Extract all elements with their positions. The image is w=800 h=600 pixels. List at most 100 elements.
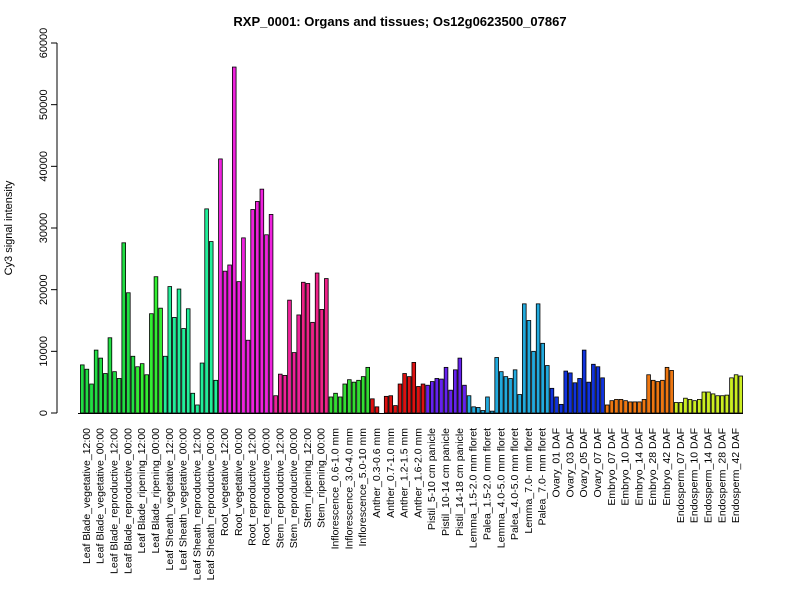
bar [632, 401, 638, 414]
x-tick-label: Leaf Sheath_reproductive_12:00 [191, 428, 203, 581]
x-tick-label: Leaf Blade_ripening_12:00 [136, 428, 148, 554]
y-tick-label: 50000 [38, 89, 50, 120]
bar [434, 378, 440, 414]
x-tick-label: Palea_7.0- mm floret [537, 428, 549, 526]
x-tick-label: Leaf Blade_reproductive_12:00 [109, 428, 121, 574]
x-tick-label: Endosperm_28 DAF [716, 428, 728, 523]
bar [324, 278, 329, 414]
bar [135, 366, 140, 414]
bar [522, 303, 527, 414]
y-tick-label: 20000 [38, 274, 50, 305]
x-tick-label: Inflorescence_0.6-1.0 mm [330, 428, 342, 550]
x-tick-label: Root_reproductive_00:00 [260, 428, 272, 546]
bar [489, 410, 495, 414]
bar [162, 355, 168, 414]
x-tick-label: Leaf Blade_vegetative_12:00 [81, 428, 93, 564]
bar [503, 376, 509, 414]
bar [278, 373, 283, 414]
x-tick-label: Leaf Sheath_vegetative_00:00 [178, 428, 190, 571]
bar [227, 264, 232, 414]
bar [181, 328, 186, 414]
bar [664, 366, 670, 414]
x-tick-label: Endosperm_07 DAF [675, 428, 687, 523]
bar [158, 307, 163, 414]
bar [411, 362, 417, 414]
bar [706, 391, 711, 414]
x-tick-label: Ovary_05 DAF [578, 428, 590, 497]
bar [374, 406, 380, 414]
bar [545, 365, 550, 414]
x-tick-label: Ovary_03 DAF [564, 428, 576, 497]
bar [452, 369, 458, 414]
bar [604, 404, 610, 414]
bar [250, 209, 255, 414]
bar [172, 317, 177, 414]
x-tick-label: Embryo_28 DAF [647, 428, 659, 506]
bar [480, 410, 486, 414]
bar [535, 303, 541, 414]
bar [342, 383, 347, 414]
bar [512, 369, 518, 414]
bar [678, 402, 684, 414]
x-tick-label: Lemma_1.5-2.0 mm floret [468, 428, 480, 548]
y-axis: 0 10000 20000 30000 40000 50000 60000 [38, 28, 58, 416]
bar [208, 241, 214, 414]
bar [443, 366, 449, 414]
x-tick-label: Stem_ripening_00:00 [316, 428, 328, 528]
x-tick-label: Pistil_10-14 cm panicle [440, 428, 452, 536]
bar [204, 208, 209, 414]
bar [674, 402, 679, 414]
bar [121, 242, 126, 414]
chart-title: RXP_0001: Organs and tissues; Os12g06235… [233, 14, 566, 29]
bar [370, 398, 375, 414]
bar [448, 389, 453, 414]
bar [199, 362, 205, 414]
y-tick-label: 10000 [38, 336, 50, 367]
bar [618, 399, 624, 414]
bar [273, 395, 278, 414]
bar [149, 313, 154, 414]
bar [733, 374, 739, 414]
bar [600, 377, 605, 414]
x-tick-label: Anther_0.7-1.0 mm [385, 428, 397, 518]
bar [650, 379, 656, 414]
bar [190, 392, 196, 414]
y-tick-label: 60000 [38, 28, 50, 59]
bar [655, 381, 661, 414]
x-tick-label: Embryo_10 DAF [620, 428, 632, 506]
bar [581, 349, 587, 414]
bar [296, 314, 301, 414]
bar [351, 381, 357, 414]
bar [595, 366, 601, 414]
bar [328, 396, 334, 414]
x-tick-label: Pistil_5-10 cm panicle [426, 428, 438, 530]
bar [213, 379, 219, 414]
y-tick-label: 0 [38, 410, 50, 416]
x-tick-label: Palea_4.0-5.0 mm floret [509, 428, 521, 540]
bar [314, 272, 320, 414]
bar [116, 378, 122, 414]
bar [420, 383, 426, 414]
bar [425, 384, 430, 414]
bar [291, 352, 297, 414]
x-tick-label: Stem_reproductive_12:00 [274, 428, 286, 548]
bar [176, 288, 182, 414]
x-tick-label: Leaf Sheath_reproductive_00:00 [205, 428, 217, 581]
bar [637, 401, 642, 414]
x-tick-label: Lemma_4.0-5.0 mm floret [495, 428, 507, 548]
bar [103, 373, 108, 414]
bar [98, 357, 103, 414]
x-tick-label: Anther_0.3-0.6 mm [371, 428, 383, 518]
bars [80, 66, 743, 414]
bar [697, 399, 702, 414]
bar [245, 339, 251, 414]
bar [144, 374, 149, 414]
bar [402, 373, 407, 414]
x-tick-label: Pistil_14-18 cm panicle [454, 428, 466, 536]
x-tick-label: Endosperm_10 DAF [689, 428, 701, 523]
bar [701, 391, 707, 414]
x-tick-label: Leaf Blade_reproductive_00:00 [122, 428, 134, 574]
bar [356, 379, 361, 414]
x-tick-label: Anther_1.2-1.5 mm [399, 428, 411, 518]
bar [683, 397, 688, 414]
